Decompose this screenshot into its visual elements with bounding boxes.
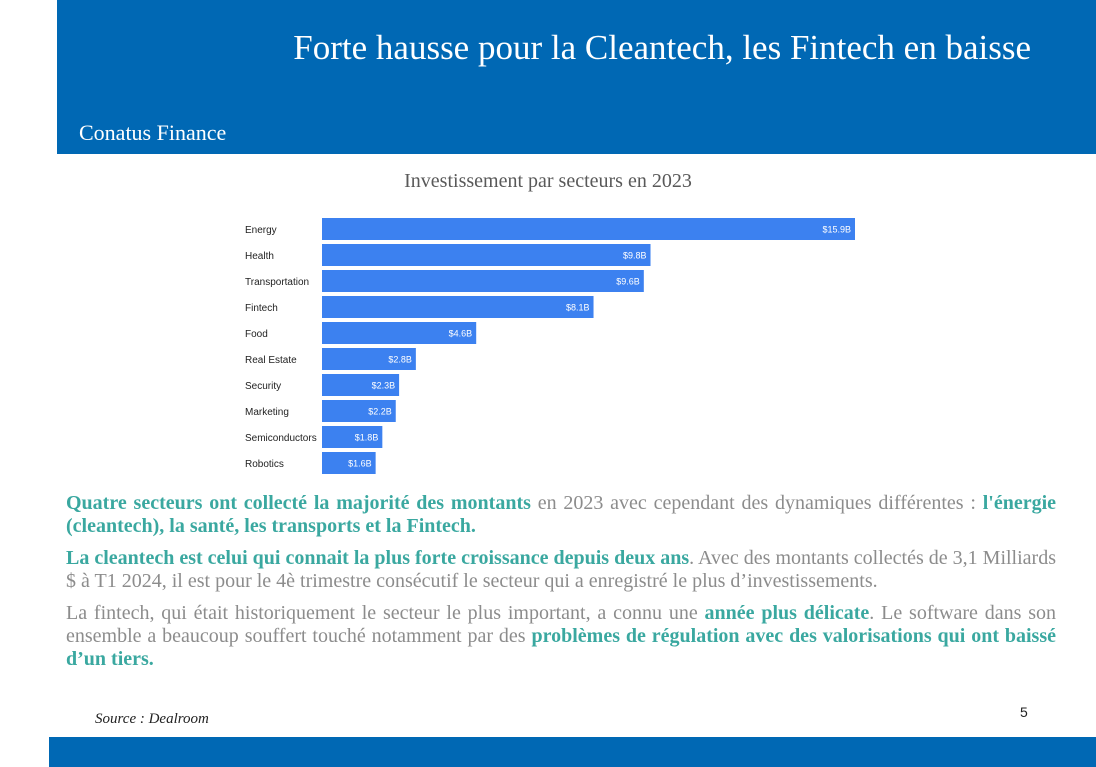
- data-label: $1.6B: [348, 459, 372, 469]
- highlight: année plus délicate: [704, 602, 870, 624]
- slide-title: Forte hausse pour la Cleantech, les Fint…: [293, 28, 1031, 67]
- data-label: $2.3B: [372, 381, 396, 391]
- category-label: Security: [245, 381, 281, 392]
- category-label: Semiconductors: [245, 433, 317, 444]
- data-label: $8.1B: [566, 303, 590, 313]
- highlight: l'énergie (cleantech), la santé, les tra…: [66, 492, 1057, 537]
- source-note: Source : Dealroom: [95, 711, 209, 727]
- data-label: $4.6B: [449, 329, 473, 339]
- data-label: $1.8B: [355, 433, 379, 443]
- slide-footer: [49, 737, 1096, 767]
- text: . Avec des montants collectés de 3,1 Mil…: [66, 547, 1056, 592]
- bar: [322, 218, 855, 240]
- bar: [322, 452, 376, 474]
- bar: [322, 426, 383, 448]
- category-label: Health: [245, 251, 274, 262]
- category-label: Marketing: [245, 407, 289, 418]
- bar: [322, 400, 396, 422]
- text: La fintech, qui était historiquement le …: [66, 602, 705, 624]
- data-label: $2.2B: [368, 407, 392, 417]
- bar: [322, 322, 477, 344]
- bar: [322, 348, 416, 370]
- highlight: Quatre secteurs ont collecté la majorité…: [66, 492, 531, 514]
- data-label: $9.6B: [616, 277, 640, 287]
- bar: [322, 296, 594, 318]
- page-number: 5: [1020, 704, 1028, 720]
- category-label: Transportation: [245, 277, 309, 288]
- data-label: $15.9B: [822, 225, 851, 235]
- category-label: Fintech: [245, 303, 278, 314]
- category-label: Robotics: [245, 459, 284, 470]
- text: en 2023 avec cependant des dynamiques di…: [530, 492, 983, 514]
- slide-header: Forte hausse pour la Cleantech, les Fint…: [57, 0, 1096, 154]
- highlight: La cleantech est celui qui connait la pl…: [66, 547, 690, 569]
- paragraph-2: La cleantech est celui qui connait la pl…: [66, 547, 1056, 593]
- body-text: Quatre secteurs ont collecté la majorité…: [66, 492, 1056, 680]
- text: . Le software dans son ensemble a beauco…: [66, 602, 1056, 647]
- chart-title: Investissement par secteurs en 2023: [404, 170, 692, 192]
- data-label: $9.8B: [623, 251, 647, 261]
- company-name: Conatus Finance: [79, 120, 227, 145]
- bar: [322, 244, 651, 266]
- bar: [322, 270, 644, 292]
- category-label: Energy: [245, 225, 277, 236]
- data-label: $2.8B: [388, 355, 412, 365]
- highlight: problèmes de régulation avec des valoris…: [66, 625, 1057, 670]
- paragraph-3: La fintech, qui était historiquement le …: [66, 602, 1056, 671]
- category-label: Food: [245, 329, 268, 340]
- bar: [322, 374, 400, 396]
- paragraph-1: Quatre secteurs ont collecté la majorité…: [66, 492, 1056, 538]
- category-label: Real Estate: [245, 355, 297, 366]
